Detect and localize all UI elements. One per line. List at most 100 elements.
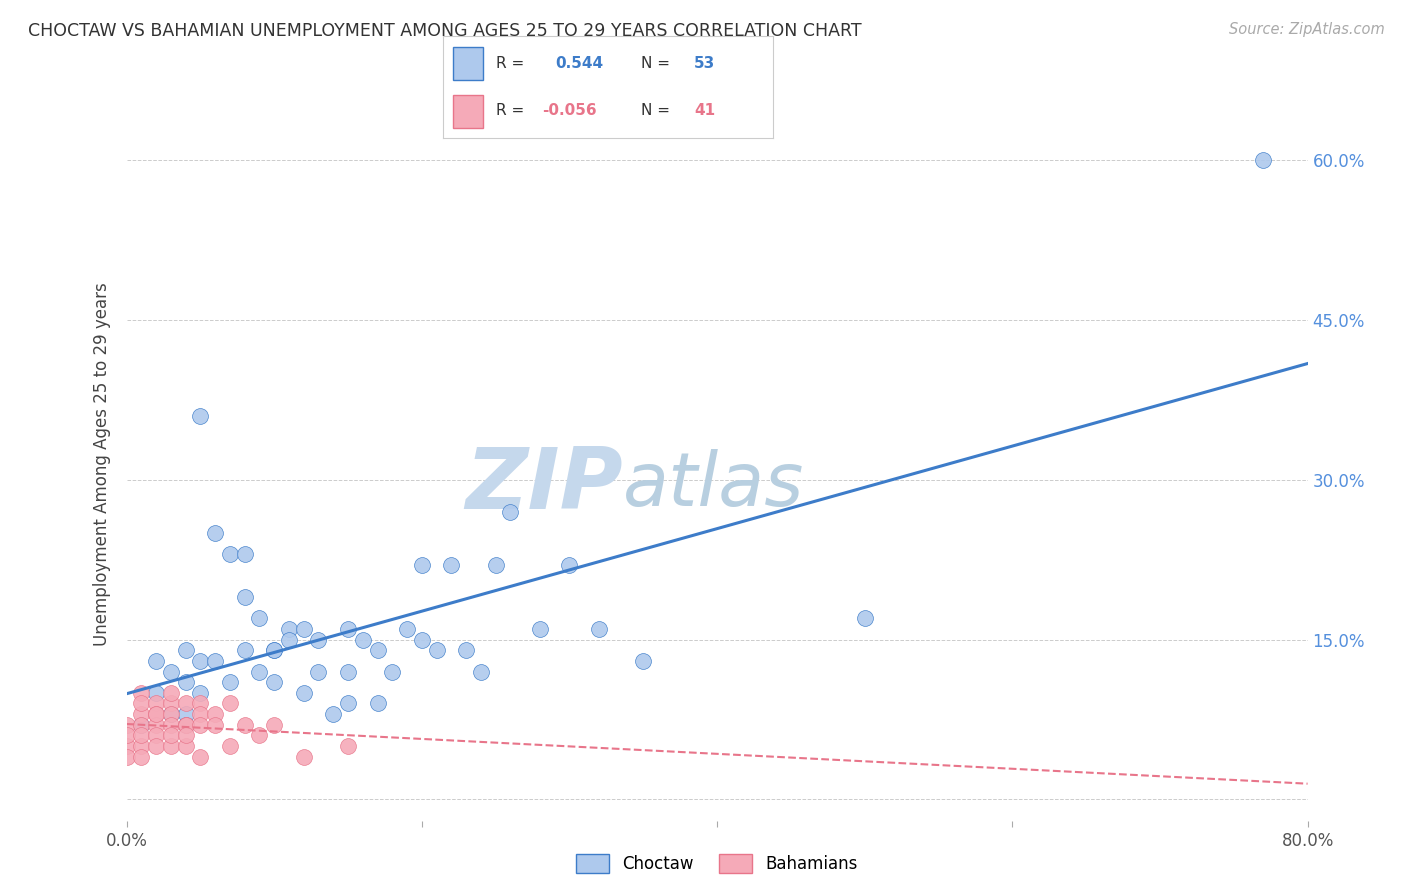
Point bbox=[337, 622, 360, 636]
Point bbox=[174, 675, 197, 690]
Point bbox=[219, 739, 242, 753]
Point bbox=[188, 749, 211, 764]
Point bbox=[174, 697, 197, 711]
Text: R =: R = bbox=[496, 103, 529, 118]
Point bbox=[159, 739, 183, 753]
Point bbox=[174, 707, 197, 722]
Point bbox=[247, 728, 270, 742]
Point bbox=[145, 686, 167, 700]
Point bbox=[631, 654, 654, 668]
Bar bbox=[453, 47, 482, 79]
Point bbox=[129, 707, 153, 722]
Text: R =: R = bbox=[496, 56, 529, 70]
Point bbox=[115, 739, 138, 753]
Text: N =: N = bbox=[641, 103, 675, 118]
Point bbox=[558, 558, 581, 572]
Point bbox=[499, 505, 522, 519]
Point bbox=[129, 697, 153, 711]
Point bbox=[292, 749, 315, 764]
Point bbox=[159, 665, 183, 679]
Point bbox=[129, 686, 153, 700]
Point bbox=[145, 654, 167, 668]
Point bbox=[159, 728, 183, 742]
Point bbox=[129, 718, 153, 732]
Point bbox=[145, 739, 167, 753]
Point bbox=[145, 697, 167, 711]
Point bbox=[219, 675, 242, 690]
Point bbox=[853, 611, 876, 625]
Text: 0.544: 0.544 bbox=[555, 56, 603, 70]
Point bbox=[188, 686, 211, 700]
Point bbox=[204, 707, 226, 722]
Point bbox=[174, 728, 197, 742]
Point bbox=[396, 622, 419, 636]
Point bbox=[233, 643, 256, 657]
Point bbox=[337, 665, 360, 679]
Text: ZIP: ZIP bbox=[465, 443, 623, 527]
Legend: Choctaw, Bahamians: Choctaw, Bahamians bbox=[569, 847, 865, 880]
Point bbox=[219, 697, 242, 711]
Point bbox=[145, 707, 167, 722]
Point bbox=[129, 749, 153, 764]
Point bbox=[337, 739, 360, 753]
Point bbox=[247, 665, 270, 679]
Point bbox=[159, 718, 183, 732]
Point bbox=[454, 643, 477, 657]
Point bbox=[204, 526, 226, 541]
Point bbox=[174, 643, 197, 657]
Point bbox=[292, 686, 315, 700]
Point bbox=[204, 654, 226, 668]
Point bbox=[278, 622, 301, 636]
Point bbox=[145, 707, 167, 722]
Point bbox=[159, 707, 183, 722]
Point bbox=[145, 718, 167, 732]
Text: Source: ZipAtlas.com: Source: ZipAtlas.com bbox=[1229, 22, 1385, 37]
Point bbox=[174, 718, 197, 732]
Point bbox=[174, 739, 197, 753]
Point bbox=[233, 718, 256, 732]
Point bbox=[263, 643, 285, 657]
Point bbox=[307, 665, 329, 679]
Point bbox=[411, 558, 433, 572]
Point bbox=[188, 718, 211, 732]
Point bbox=[174, 718, 197, 732]
Text: atlas: atlas bbox=[623, 450, 804, 521]
Point bbox=[588, 622, 610, 636]
Point bbox=[425, 643, 447, 657]
Point bbox=[529, 622, 551, 636]
Bar bbox=[453, 95, 482, 128]
Point bbox=[322, 707, 344, 722]
Point bbox=[263, 643, 285, 657]
Point bbox=[115, 718, 138, 732]
Point bbox=[159, 686, 183, 700]
Point bbox=[484, 558, 508, 572]
Point bbox=[129, 739, 153, 753]
Point bbox=[263, 675, 285, 690]
Point bbox=[115, 749, 138, 764]
Text: CHOCTAW VS BAHAMIAN UNEMPLOYMENT AMONG AGES 25 TO 29 YEARS CORRELATION CHART: CHOCTAW VS BAHAMIAN UNEMPLOYMENT AMONG A… bbox=[28, 22, 862, 40]
Point bbox=[366, 643, 388, 657]
Y-axis label: Unemployment Among Ages 25 to 29 years: Unemployment Among Ages 25 to 29 years bbox=[93, 282, 111, 646]
Point bbox=[115, 728, 138, 742]
Text: -0.056: -0.056 bbox=[543, 103, 596, 118]
Point bbox=[188, 697, 211, 711]
Point bbox=[411, 632, 433, 647]
Point bbox=[366, 697, 388, 711]
Point bbox=[440, 558, 463, 572]
Point bbox=[307, 632, 329, 647]
Text: N =: N = bbox=[641, 56, 675, 70]
Point bbox=[233, 590, 256, 604]
Text: 53: 53 bbox=[695, 56, 716, 70]
Point bbox=[159, 697, 183, 711]
Point bbox=[337, 697, 360, 711]
Point bbox=[188, 654, 211, 668]
Point bbox=[188, 707, 211, 722]
Point bbox=[278, 632, 301, 647]
Text: 41: 41 bbox=[695, 103, 716, 118]
Point bbox=[159, 707, 183, 722]
Point bbox=[263, 718, 285, 732]
Point bbox=[1251, 153, 1274, 168]
Point bbox=[129, 718, 153, 732]
Point bbox=[204, 718, 226, 732]
Point bbox=[129, 728, 153, 742]
